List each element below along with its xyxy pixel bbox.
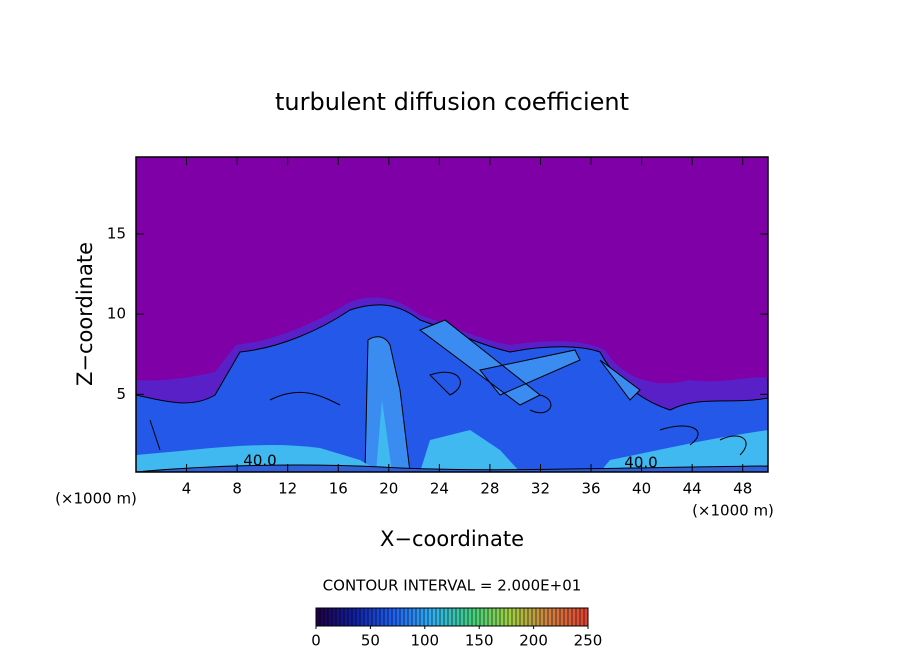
contour-label: 40.0 [624, 454, 657, 472]
x-unit-label: (×1000 m) [692, 502, 774, 520]
x-tick-label: 24 [430, 480, 449, 498]
x-tick-label: 12 [278, 480, 297, 498]
x-tick-label: 44 [683, 480, 702, 498]
field-region [136, 464, 768, 472]
colorbar-tick-label: 100 [410, 632, 439, 650]
y-unit-label: (×1000 m) [55, 490, 137, 508]
colorbar-tick-label: 200 [519, 632, 548, 650]
colorbar-tick-label: 250 [574, 632, 603, 650]
contour-interval: CONTOUR INTERVAL = 2.000E+01 [323, 577, 582, 595]
field [136, 157, 768, 472]
x-axis-label: X−coordinate [380, 527, 524, 551]
x-tick-label: 20 [379, 480, 398, 498]
colorbar-tick-label: 0 [311, 632, 321, 650]
colorbar-tick-label: 150 [465, 632, 494, 650]
chart-title: turbulent diffusion coefficient [275, 88, 629, 116]
x-tick-label: 36 [581, 480, 600, 498]
x-tick-label: 4 [182, 480, 192, 498]
y-tick-label: 15 [107, 224, 126, 242]
x-tick-label: 28 [480, 480, 499, 498]
x-tick-label: 16 [329, 480, 348, 498]
x-tick-label: 8 [232, 480, 242, 498]
x-tick-label: 40 [632, 480, 651, 498]
colorbar-tick-label: 50 [361, 632, 380, 650]
y-tick-label: 10 [107, 305, 126, 323]
field-region [136, 400, 768, 472]
y-tick-label: 5 [116, 385, 126, 403]
x-tick-label: 32 [531, 480, 550, 498]
x-tick-label: 48 [733, 480, 752, 498]
contour-label: 40.0 [243, 452, 276, 470]
contour-line [149, 371, 747, 456]
y-axis-label: Z−coordinate [73, 242, 97, 386]
